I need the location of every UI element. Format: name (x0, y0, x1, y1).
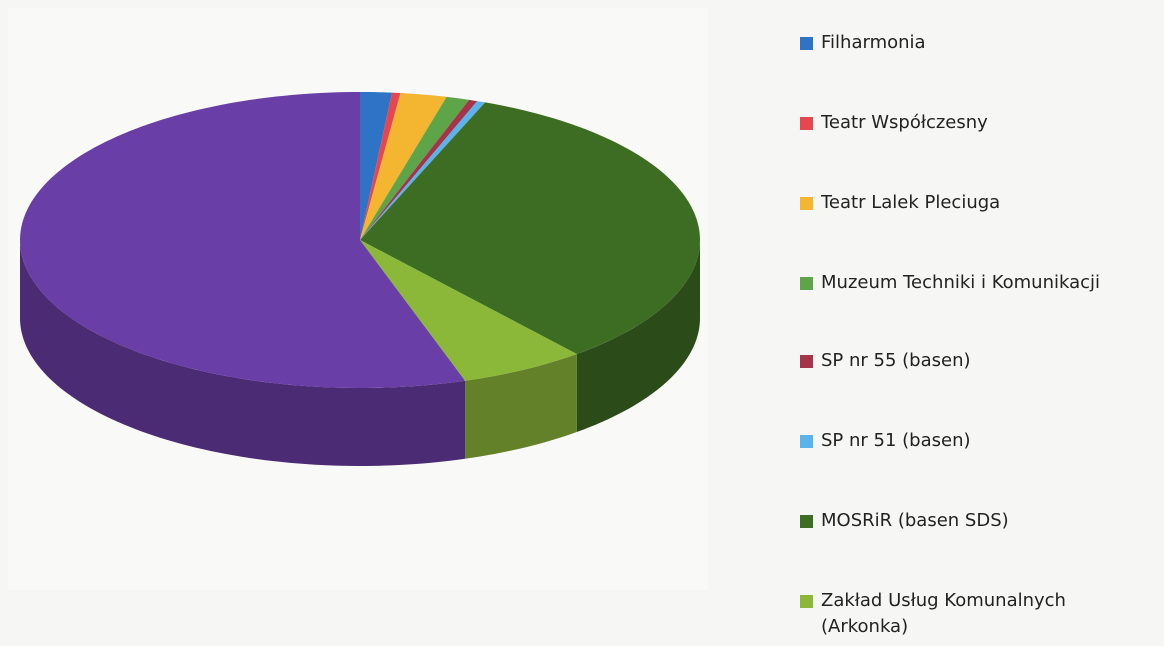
legend-label: SP nr 55 (basen) (821, 350, 971, 371)
legend-item: Filharmonia (800, 30, 926, 56)
legend-label: Zakład Usług Komunalnych (Arkonka) (821, 590, 1066, 637)
legend: Filharmonia Teatr Współczesny Teatr Lalek … (800, 0, 1164, 646)
legend-item: Teatr Współczesny (800, 110, 988, 136)
pie-slice (360, 101, 486, 240)
pie-slice (360, 240, 577, 381)
legend-label: Teatr Lalek Pleciuga (821, 192, 1001, 213)
pie-slice (360, 93, 447, 240)
legend-label: Filharmonia (821, 32, 926, 53)
slice-side (576, 240, 700, 433)
legend-swatch (800, 117, 813, 130)
pie-slice (360, 102, 700, 355)
legend-label: Muzeum Techniki i Komunikacji (821, 272, 1101, 293)
legend-swatch (800, 37, 813, 50)
legend-swatch (800, 197, 813, 210)
pie-slice (20, 92, 466, 388)
legend-item: Muzeum Techniki i Komunikacji (800, 270, 1100, 296)
pie-slice (360, 92, 392, 240)
legend-item: SP nr 55 (basen) (800, 348, 971, 374)
legend-item: MOSRiR (basen SDS) (800, 508, 1009, 534)
pie-slice (360, 92, 401, 240)
legend-label: SP nr 51 (basen) (821, 430, 971, 451)
slice-side (465, 354, 577, 459)
pie-chart (20, 92, 700, 466)
legend-swatch (800, 277, 813, 290)
slice-side (20, 240, 466, 466)
legend-swatch (800, 515, 813, 528)
legend-swatch (800, 595, 813, 608)
legend-item: Teatr Lalek Pleciuga (800, 190, 1000, 216)
legend-label: MOSRiR (basen SDS) (821, 510, 1009, 531)
legend-item: SP nr 51 (basen) (800, 428, 971, 454)
legend-swatch (800, 355, 813, 368)
pie-slice (360, 99, 478, 240)
legend-swatch (800, 435, 813, 448)
legend-item: Zakład Usług Komunalnych (Arkonka) (800, 588, 1111, 640)
legend-label: Teatr Współczesny (821, 112, 988, 133)
pie-slice (360, 96, 470, 240)
